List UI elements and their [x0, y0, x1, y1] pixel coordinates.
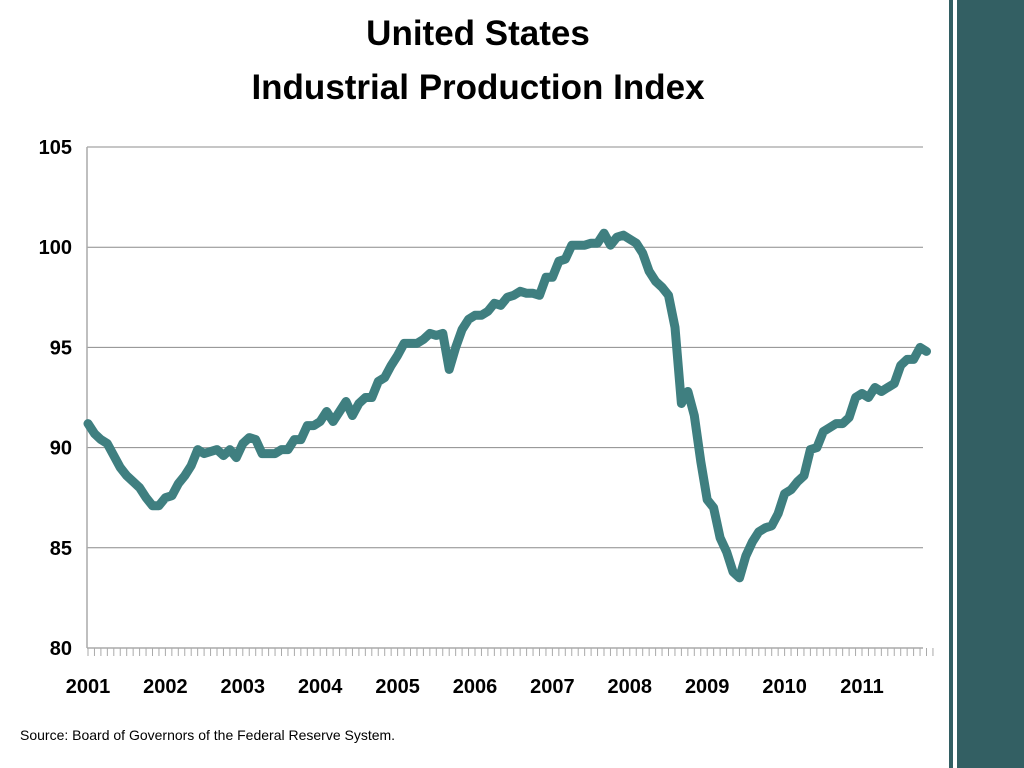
y-tick-label: 100 — [39, 237, 72, 259]
chart-title-line2: Industrial Production Index — [251, 68, 705, 107]
chart-title-line1: United States — [366, 14, 590, 53]
y-tick-label: 95 — [50, 337, 72, 359]
x-tick-label: 2002 — [143, 676, 188, 698]
y-tick-label: 80 — [50, 638, 72, 660]
source-note: Source: Board of Governors of the Federa… — [20, 727, 396, 743]
x-tick-label: 2010 — [762, 676, 807, 698]
x-tick-label: 2006 — [453, 676, 498, 698]
sidebar-accent-bar — [957, 0, 1024, 768]
series-line — [83, 228, 931, 583]
x-tick-label: 2008 — [608, 676, 653, 698]
y-tick-label: 85 — [50, 538, 72, 560]
x-tick-label: 2009 — [685, 676, 730, 698]
x-tick-label: 2007 — [530, 676, 575, 698]
y-tick-label: 90 — [50, 438, 72, 460]
y-tick-label: 105 — [39, 137, 72, 159]
x-tick-label: 2011 — [840, 676, 883, 698]
x-tick-label: 2004 — [298, 676, 343, 698]
sidebar-accent-stripe — [949, 0, 953, 768]
x-tick-label: 2005 — [375, 676, 420, 698]
x-tick-label: 2003 — [221, 676, 266, 698]
x-tick-label: 2001 — [66, 676, 111, 698]
